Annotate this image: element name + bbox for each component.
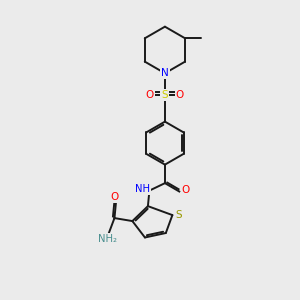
Text: S: S <box>176 210 182 220</box>
Text: S: S <box>162 90 168 100</box>
Text: O: O <box>146 90 154 100</box>
Text: O: O <box>176 90 184 100</box>
Text: O: O <box>110 192 118 202</box>
Text: N: N <box>161 68 169 78</box>
Text: NH: NH <box>135 184 150 194</box>
Text: O: O <box>182 185 190 195</box>
Text: NH₂: NH₂ <box>98 234 117 244</box>
